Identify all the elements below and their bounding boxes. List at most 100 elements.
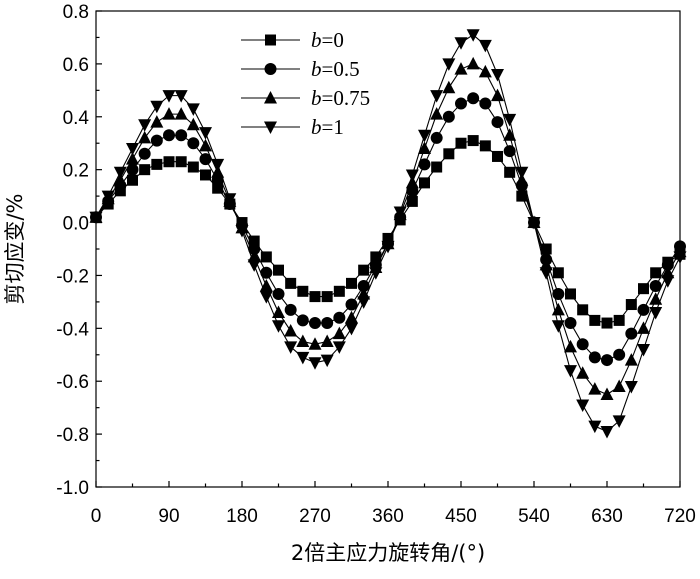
data-point [259,291,273,304]
data-point [600,387,614,400]
legend-marker [265,34,276,46]
data-point [272,305,285,318]
data-point [174,107,188,120]
legend-label: b=0.75 [311,86,370,110]
series-b0_75 [89,56,687,400]
data-point [443,148,455,160]
data-point [625,299,637,311]
data-point [624,353,638,366]
data-point [478,64,492,78]
data-point [381,240,395,254]
data-point [260,251,272,263]
data-point [454,37,468,50]
x-tick-label: 450 [445,506,477,527]
data-point [273,264,284,276]
data-point [247,249,261,263]
data-point [564,365,577,378]
data-point [150,115,164,128]
data-point [150,134,163,147]
data-point [332,341,346,354]
data-point [174,90,188,103]
data-point [466,29,480,42]
x-tick-label: 540 [518,506,550,527]
data-point [612,379,626,393]
x-tick-label: 630 [591,506,623,527]
data-point [431,161,443,173]
x-tick-label: 720 [664,506,696,527]
data-point [333,311,346,324]
data-point [637,343,650,357]
data-point [345,322,358,336]
data-point [637,321,650,334]
data-point [649,292,663,305]
data-point [442,58,456,71]
data-point [113,173,127,186]
data-point [357,296,371,309]
data-point [625,327,638,340]
y-tick-label: -1.0 [56,478,89,499]
data-point [479,97,492,110]
y-tick-label: 0.8 [63,2,89,23]
data-point [491,88,504,102]
data-point [248,235,260,247]
data-point [430,90,444,103]
y-axis-title: 剪切应变/% [3,193,27,304]
data-point [151,158,163,170]
data-point [223,193,237,206]
data-point [661,275,675,288]
data-point [200,169,211,181]
data-point [309,317,321,330]
data-point [370,251,382,263]
legend: b=0 b=0.5 b=0.75 b=1 [241,28,370,139]
series-line [95,140,681,324]
legend-label: b=0 [311,28,344,52]
data-point [138,130,152,144]
axes-layer: 0 90 180 270 360 450 540 630 720 -1.0 -0.8 -0.6 -0.4… [56,2,696,527]
data-point [539,257,553,271]
data-point [357,280,370,293]
data-point [393,206,407,219]
data-point [430,131,443,144]
data-point [284,303,297,316]
data-point [455,97,467,110]
data-point [576,338,589,351]
y-tick-label: 0.6 [63,55,89,76]
data-point [199,127,212,140]
data-point [479,140,491,152]
data-point [175,129,188,142]
data-point [346,277,357,289]
data-point [199,153,212,166]
data-point [101,190,115,204]
data-point [272,320,285,333]
data-point [272,287,285,300]
data-point [564,339,577,353]
data-point [612,415,626,428]
y-tick-label: 0.4 [63,108,90,129]
data-point [638,283,649,295]
data-point [454,62,468,75]
data-point [358,264,370,276]
data-point [418,129,431,143]
data-point [527,217,541,230]
data-point [150,100,164,114]
y-tick-label: 0.0 [63,214,89,235]
y-tick-label: -0.2 [56,266,89,287]
data-point [285,277,297,289]
data-point [588,420,602,434]
data-point [163,156,175,168]
data-point [113,166,127,180]
data-point [138,119,152,132]
data-point [478,39,492,53]
y-tick-label: -0.4 [56,319,89,340]
data-point [649,306,663,320]
data-point [127,174,138,186]
data-point [309,291,321,303]
data-point [419,177,430,189]
x-tick-label: 360 [372,506,404,527]
data-point [211,158,225,172]
data-point [613,314,625,326]
data-point [260,266,273,279]
data-point [442,110,455,123]
data-point [296,314,309,327]
